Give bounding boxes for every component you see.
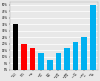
Bar xyxy=(73,42,78,70)
Bar xyxy=(47,61,52,70)
Bar xyxy=(81,37,87,70)
Bar xyxy=(38,53,44,70)
Bar xyxy=(90,5,96,70)
Bar xyxy=(12,24,18,70)
Bar xyxy=(56,53,61,70)
Bar xyxy=(21,44,27,70)
Bar xyxy=(30,47,35,70)
Bar xyxy=(64,47,70,70)
